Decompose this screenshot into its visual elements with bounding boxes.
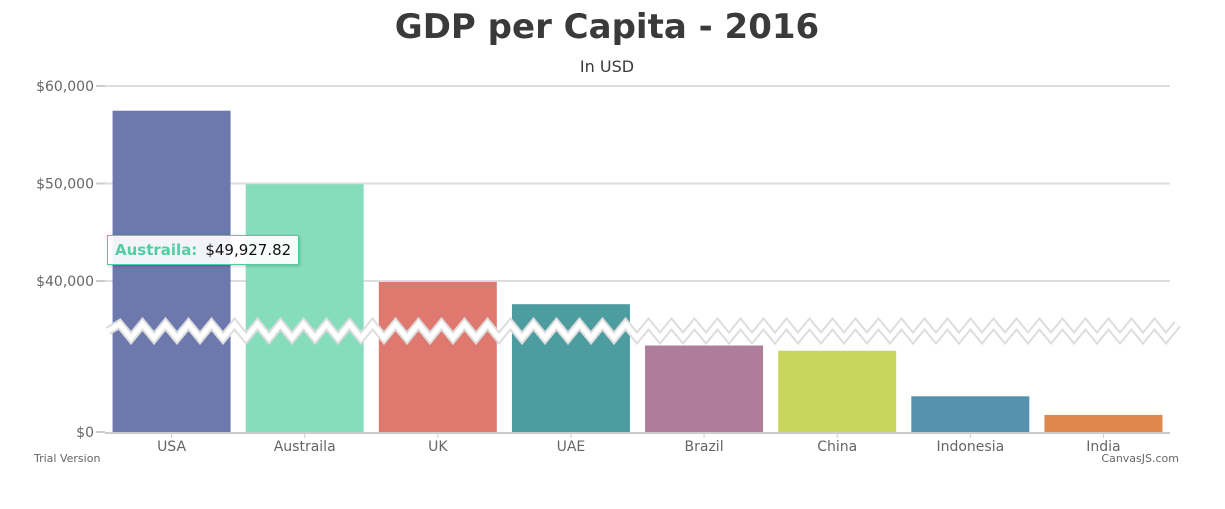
x-tick-label: UAE [557, 439, 586, 455]
x-tick-label: Austraila [274, 439, 336, 455]
bar-brazil [645, 345, 764, 432]
trial-version-label: Trial Version [33, 452, 100, 465]
bar-uk [378, 281, 497, 432]
y-tick-label: $0 [76, 425, 94, 441]
tooltip-name: Austraila: [115, 241, 198, 259]
y-tick-label: $60,000 [36, 79, 94, 95]
tooltip: Austraila: $49,927.82 [107, 235, 300, 265]
bar-usa [112, 110, 231, 433]
x-tick-label: USA [157, 439, 186, 455]
bar-indonesia [911, 396, 1030, 432]
x-tick-label: Brazil [685, 439, 724, 455]
chart-subtitle: In USD [580, 57, 634, 76]
x-tick-label: UK [428, 439, 448, 455]
scale-break-zigzag [106, 320, 1180, 342]
x-tick-label: Indonesia [936, 439, 1004, 455]
bar-india [1044, 414, 1163, 432]
x-tick-label: India [1086, 439, 1120, 455]
x-tick-label: China [817, 439, 857, 455]
chart-title: GDP per Capita - 2016 [395, 7, 819, 47]
y-tick-label: $50,000 [36, 177, 94, 193]
tooltip-value: $49,927.82 [205, 241, 292, 259]
canvasjs-credit-link[interactable]: CanvasJS.com [1101, 452, 1179, 465]
y-tick-label: $40,000 [36, 274, 94, 290]
bar-austraila [245, 184, 364, 432]
bar-china [778, 350, 897, 432]
